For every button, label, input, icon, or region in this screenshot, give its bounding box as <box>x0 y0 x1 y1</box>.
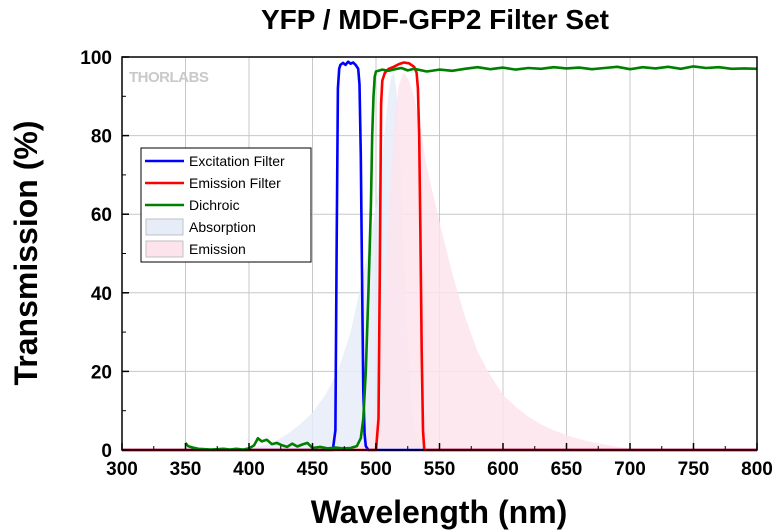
legend-swatch-emission <box>145 240 184 258</box>
y-tick-label: 20 <box>91 362 112 383</box>
x-tick-label: 700 <box>614 459 646 480</box>
emission-area <box>350 72 643 450</box>
x-tick-label: 350 <box>170 459 202 480</box>
x-tick-label: 450 <box>297 459 329 480</box>
legend-swatch-absorption <box>145 218 184 236</box>
y-tick-label: 60 <box>91 205 112 226</box>
x-tick-label: 650 <box>551 459 583 480</box>
y-tick-label: 100 <box>80 48 112 69</box>
y-tick-labels: 0 20 40 60 80 100 <box>80 48 112 462</box>
legend-label-emission: Emission <box>189 241 246 257</box>
y-tick-label: 0 <box>101 441 112 462</box>
x-tick-labels: 300 350 400 450 500 550 600 650 700 750 800 <box>106 459 773 480</box>
chart-title: YFP / MDF-GFP2 Filter Set <box>261 4 609 35</box>
y-tick-label: 80 <box>91 127 112 148</box>
x-tick-label: 300 <box>106 459 138 480</box>
x-tick-label: 800 <box>741 459 773 480</box>
legend-label-absorption: Absorption <box>189 219 256 235</box>
legend-label-excitation-filter: Excitation Filter <box>189 153 285 169</box>
x-tick-label: 550 <box>424 459 456 480</box>
legend-label-emission-filter: Emission Filter <box>189 175 281 191</box>
emission-filter-line <box>122 61 757 452</box>
line-series <box>122 60 758 452</box>
y-axis-label: Transmission (%) <box>8 121 44 386</box>
x-tick-label: 500 <box>360 459 392 480</box>
y-tick-label: 40 <box>91 284 112 305</box>
legend-label-dichroic: Dichroic <box>189 197 240 213</box>
axis-ticks <box>121 56 758 451</box>
legend: Excitation Filter Emission Filter Dichroic… <box>140 147 312 263</box>
x-tick-label: 750 <box>678 459 710 480</box>
watermark-logo: THORLABS <box>129 69 209 86</box>
x-tick-label: 400 <box>233 459 265 480</box>
dichroic-line <box>184 65 758 451</box>
x-tick-label: 600 <box>487 459 519 480</box>
area-series <box>249 72 643 450</box>
x-axis-label: Wavelength (nm) <box>311 494 568 530</box>
